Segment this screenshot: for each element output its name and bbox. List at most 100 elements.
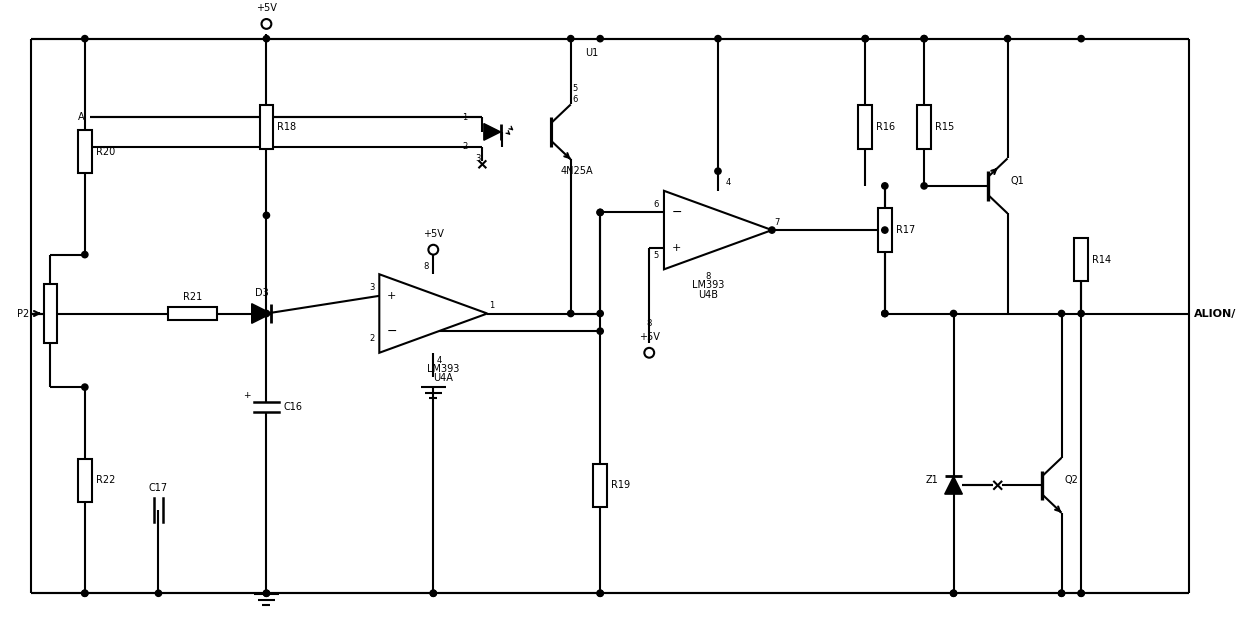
Text: −: − (672, 206, 682, 219)
Text: 3: 3 (370, 283, 374, 292)
Circle shape (263, 36, 269, 42)
Text: 1: 1 (490, 301, 495, 309)
Text: C17: C17 (149, 483, 167, 493)
Circle shape (921, 36, 928, 42)
Circle shape (430, 590, 436, 596)
Text: 5: 5 (653, 251, 660, 259)
Text: Q1: Q1 (1011, 176, 1024, 186)
Text: K: K (78, 142, 84, 152)
Text: R22: R22 (95, 476, 115, 486)
Circle shape (882, 311, 888, 317)
Text: R14: R14 (1092, 254, 1111, 264)
Circle shape (882, 182, 888, 189)
Text: R16: R16 (875, 122, 895, 132)
Circle shape (882, 311, 888, 317)
Text: 4: 4 (436, 356, 441, 365)
Text: C16: C16 (283, 402, 303, 412)
Circle shape (1078, 36, 1084, 42)
Text: Z1: Z1 (926, 476, 939, 486)
Text: +5V: +5V (255, 3, 277, 13)
Circle shape (596, 311, 604, 317)
Text: 6: 6 (573, 94, 578, 104)
Text: U4A: U4A (433, 373, 453, 383)
Circle shape (428, 245, 438, 254)
Text: 2: 2 (370, 334, 374, 343)
Text: 8: 8 (706, 272, 711, 281)
Text: +5V: +5V (423, 229, 444, 239)
Circle shape (921, 182, 928, 189)
Bar (593, 464, 608, 507)
Circle shape (82, 384, 88, 390)
Circle shape (645, 348, 655, 358)
Polygon shape (379, 274, 487, 352)
Circle shape (596, 209, 604, 216)
Circle shape (596, 328, 604, 334)
Circle shape (862, 36, 868, 42)
Polygon shape (484, 124, 501, 140)
Text: 6: 6 (653, 201, 660, 209)
Bar (878, 209, 892, 252)
Circle shape (596, 36, 604, 42)
Text: R21: R21 (184, 292, 202, 302)
Bar (78, 459, 92, 502)
Text: 5: 5 (573, 84, 578, 92)
Circle shape (82, 590, 88, 596)
Text: +: + (243, 391, 250, 400)
Circle shape (1059, 590, 1065, 596)
Text: +: + (387, 291, 397, 301)
Circle shape (921, 36, 928, 42)
Text: 3: 3 (475, 154, 480, 163)
Circle shape (596, 209, 604, 216)
Text: +5V: +5V (639, 332, 660, 342)
Bar (1074, 238, 1087, 281)
Circle shape (82, 36, 88, 42)
Circle shape (769, 227, 775, 233)
Circle shape (263, 590, 269, 596)
Polygon shape (663, 191, 773, 269)
Circle shape (82, 590, 88, 596)
Text: 1: 1 (463, 112, 467, 122)
Circle shape (263, 311, 269, 317)
Text: R18: R18 (278, 122, 296, 132)
Circle shape (714, 36, 722, 42)
Circle shape (862, 36, 868, 42)
Text: U1: U1 (585, 49, 599, 59)
Circle shape (1078, 590, 1084, 596)
Text: Q2: Q2 (1064, 476, 1079, 486)
Text: 2: 2 (463, 142, 467, 151)
Text: +: + (672, 242, 681, 252)
Text: 4: 4 (725, 178, 730, 187)
Circle shape (1078, 590, 1084, 596)
Circle shape (155, 590, 161, 596)
Text: R20: R20 (95, 146, 115, 156)
Text: 8: 8 (646, 319, 652, 328)
Text: D3: D3 (254, 288, 268, 298)
Circle shape (714, 168, 722, 174)
Text: P2: P2 (16, 309, 29, 319)
Circle shape (1078, 311, 1084, 317)
Circle shape (1004, 36, 1011, 42)
Circle shape (263, 213, 269, 219)
Circle shape (568, 311, 574, 317)
Bar (259, 106, 273, 149)
Text: LM393: LM393 (427, 364, 459, 374)
Circle shape (882, 227, 888, 233)
Circle shape (262, 19, 272, 29)
Text: A: A (78, 112, 84, 122)
Text: 8: 8 (423, 262, 428, 271)
Text: −: − (387, 324, 398, 338)
Text: ALION/: ALION/ (1194, 309, 1236, 319)
Circle shape (596, 590, 604, 596)
Bar (169, 307, 217, 320)
Bar (45, 284, 57, 343)
Bar (858, 106, 872, 149)
Text: 7: 7 (774, 218, 779, 227)
Polygon shape (945, 476, 962, 494)
Circle shape (430, 590, 436, 596)
Text: R19: R19 (611, 480, 630, 490)
Circle shape (596, 590, 604, 596)
Text: U4B: U4B (698, 290, 718, 300)
Bar (918, 106, 931, 149)
Circle shape (568, 36, 574, 42)
Circle shape (82, 251, 88, 258)
